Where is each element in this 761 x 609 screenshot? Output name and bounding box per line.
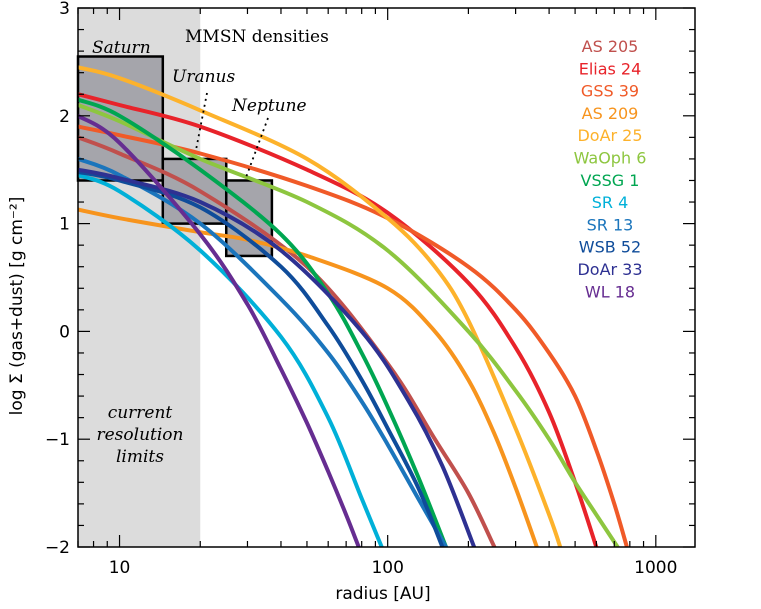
plot-border bbox=[77, 7, 696, 548]
x-tick-label: 1000 bbox=[634, 558, 677, 578]
uranus-pointer bbox=[195, 92, 208, 151]
plot-frame bbox=[77, 7, 696, 548]
legend-entry-doar-25: DoAr 25 bbox=[577, 126, 642, 145]
series-line-wl-18 bbox=[78, 113, 361, 547]
series-line-waoph-6 bbox=[78, 103, 620, 547]
legend-entry-sr-4: SR 4 bbox=[592, 193, 629, 212]
series-line-doar-33 bbox=[78, 167, 477, 547]
series-line-doar-25 bbox=[78, 65, 563, 547]
series-lines bbox=[78, 65, 629, 547]
resolution-label-line-3: limits bbox=[116, 447, 164, 467]
annotations: MMSN densities Saturn Uranus Neptune cur… bbox=[92, 27, 329, 467]
y-tick-label: 1 bbox=[59, 215, 70, 235]
legend-entry-sr-13: SR 13 bbox=[587, 215, 634, 234]
legend-entry-doar-33: DoAr 33 bbox=[577, 260, 642, 279]
saturn-label: Saturn bbox=[92, 38, 151, 58]
legend-entry-wl-18: WL 18 bbox=[585, 282, 635, 301]
y-axis-label: log Σ (gas+dust) [g cm⁻²] bbox=[7, 197, 27, 416]
legend-entry-waoph-6: WaOph 6 bbox=[574, 149, 647, 168]
series-line-sr-4 bbox=[78, 173, 384, 547]
y-tick-label: 3 bbox=[59, 0, 70, 19]
series-line-wsb-52 bbox=[78, 169, 445, 547]
neptune-pointer bbox=[244, 117, 269, 181]
y-tick-label: −1 bbox=[45, 430, 70, 450]
legend-entry-elias-24: Elias 24 bbox=[579, 59, 642, 78]
x-tick-label: 100 bbox=[371, 558, 403, 578]
resolution-label-line-2: resolution bbox=[97, 425, 184, 445]
legend-entry-wsb-52: WSB 52 bbox=[579, 238, 641, 257]
legend-entry-as-205: AS 205 bbox=[582, 37, 639, 56]
legend-entry-gss-39: GSS 39 bbox=[581, 82, 639, 101]
resolution-label-line-1: current bbox=[108, 403, 173, 423]
legend: AS 205 Elias 24 GSS 39 AS 209 DoAr 25 WaOph 6… bbox=[574, 37, 647, 301]
x-axis-label: radius [AU] bbox=[335, 584, 430, 604]
uranus-label: Uranus bbox=[172, 67, 235, 87]
series-line-gss-39 bbox=[78, 124, 629, 547]
legend-entry-as-209: AS 209 bbox=[582, 104, 639, 123]
axis-ticks: −2 −1 0 1 2 3 10 100 1000 bbox=[45, 0, 695, 578]
y-tick-label: 0 bbox=[59, 322, 70, 342]
mmsn-title: MMSN densities bbox=[185, 27, 329, 47]
y-tick-label: −2 bbox=[45, 538, 70, 558]
legend-entry-vssg-1: VSSG 1 bbox=[581, 171, 640, 190]
neptune-label: Neptune bbox=[231, 96, 307, 116]
x-tick-label: 10 bbox=[109, 558, 131, 578]
y-tick-label: 2 bbox=[59, 107, 70, 127]
